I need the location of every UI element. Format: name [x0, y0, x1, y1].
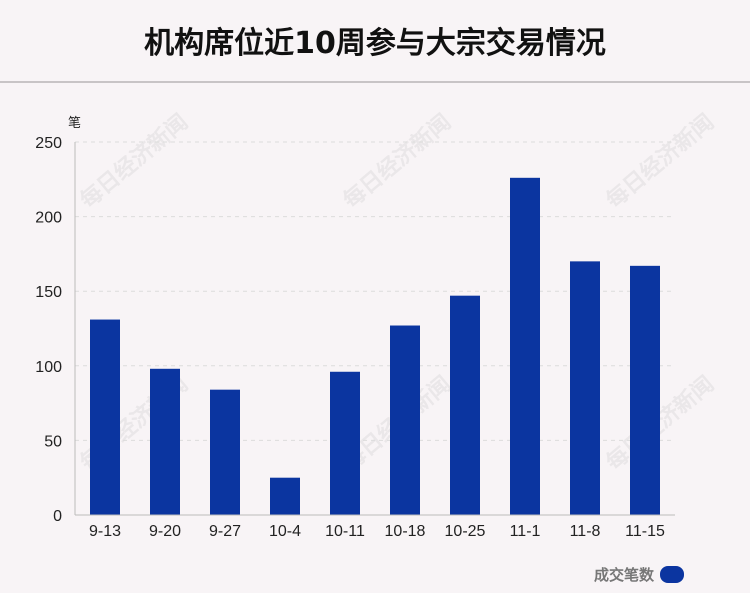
x-tick-label: 10-11	[325, 523, 365, 540]
x-tick-label: 10-25	[445, 523, 486, 540]
bar	[330, 371, 360, 515]
legend: 成交笔数	[594, 564, 684, 585]
y-tick-label: 100	[35, 359, 62, 376]
title-divider	[0, 81, 750, 83]
bar	[390, 325, 420, 515]
bar	[270, 477, 300, 515]
x-tick-label: 11-1	[510, 523, 541, 540]
x-tick-label: 9-27	[209, 523, 241, 540]
y-tick-label: 200	[35, 210, 62, 227]
bar	[90, 319, 120, 515]
bar	[510, 177, 540, 516]
x-tick-label: 9-20	[149, 523, 181, 540]
x-tick-label: 9-13	[89, 523, 121, 540]
bar	[450, 295, 480, 515]
chart-title: 机构席位近10周参与大宗交易情况	[144, 26, 606, 61]
bar	[630, 265, 660, 515]
y-tick-label: 150	[35, 284, 62, 301]
x-tick-label: 11-8	[570, 523, 601, 540]
y-tick-label: 0	[53, 508, 62, 525]
x-tick-label: 10-4	[269, 523, 301, 540]
y-tick-label: 250	[35, 135, 62, 152]
y-axis-unit: 笔	[68, 116, 82, 131]
legend-swatch	[660, 566, 684, 583]
legend-label: 成交笔数	[593, 566, 654, 584]
y-tick-label: 50	[44, 433, 62, 450]
bar	[570, 261, 600, 515]
bar	[210, 389, 240, 515]
bar	[150, 368, 180, 515]
x-tick-label: 11-15	[625, 523, 665, 540]
x-tick-label: 10-18	[385, 523, 426, 540]
